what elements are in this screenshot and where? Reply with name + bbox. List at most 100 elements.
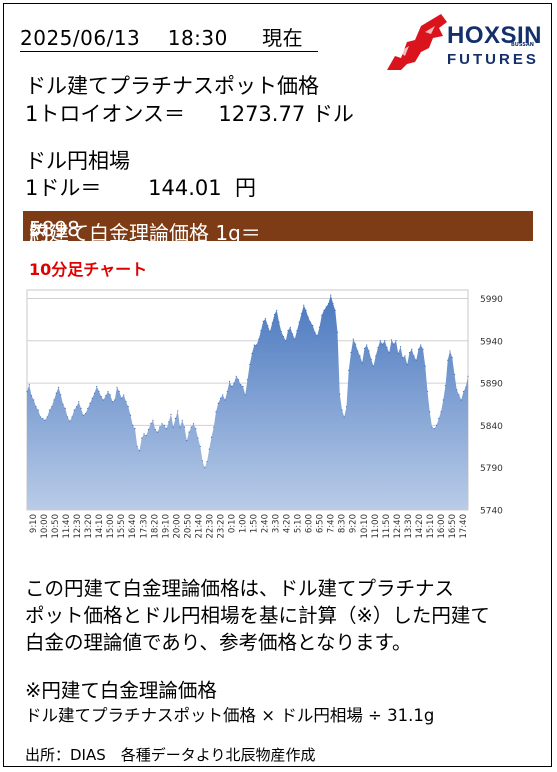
- y-tick-label: 5790: [480, 464, 503, 474]
- data-point: [129, 414, 132, 416]
- data-point: [69, 420, 71, 422]
- x-tick-label: 17:30: [139, 514, 149, 539]
- data-point: [73, 409, 75, 411]
- data-point: [348, 369, 350, 371]
- data-point: [62, 403, 64, 405]
- data-point: [44, 419, 46, 421]
- x-tick-label: 15:10: [426, 514, 436, 539]
- x-tick-label: 8:30: [338, 514, 348, 533]
- x-tick-label: 10:10: [360, 514, 370, 539]
- data-point: [199, 445, 201, 448]
- data-point: [145, 434, 147, 437]
- data-point: [35, 406, 37, 408]
- data-point: [361, 362, 363, 364]
- data-point: [366, 344, 368, 346]
- chart-title: 10分足チャート: [29, 260, 148, 279]
- data-point: [332, 302, 334, 305]
- data-point: [84, 412, 87, 415]
- date-text: 2025/06/13: [20, 26, 141, 50]
- data-point: [78, 401, 80, 403]
- data-point: [370, 358, 372, 360]
- data-point: [132, 424, 134, 426]
- theoretical-value: 5898: [29, 217, 80, 241]
- data-point: [467, 375, 469, 377]
- data-point: [354, 343, 357, 345]
- x-tick-label: 19:10: [161, 514, 171, 539]
- data-point: [267, 324, 269, 327]
- data-point: [276, 309, 278, 311]
- data-point: [80, 407, 82, 410]
- x-tick-label: 11:50: [382, 514, 392, 539]
- y-tick-label: 5990: [480, 295, 503, 305]
- data-point: [399, 346, 402, 348]
- data-point: [233, 382, 235, 384]
- data-point: [28, 384, 30, 386]
- theoretical-unit: 円: [29, 221, 49, 245]
- data-point: [321, 314, 323, 316]
- data-point: [111, 401, 114, 403]
- data-point: [435, 424, 438, 426]
- data-point: [154, 429, 156, 431]
- data-point: [379, 340, 381, 342]
- data-point: [195, 428, 197, 430]
- data-point: [217, 402, 219, 404]
- data-point: [105, 395, 107, 397]
- data-point: [352, 338, 354, 340]
- x-tick-label: 20:50: [183, 514, 193, 539]
- x-tick-label: 5:10: [294, 514, 304, 533]
- data-point: [368, 350, 370, 352]
- data-point: [447, 359, 449, 361]
- data-point: [424, 365, 426, 367]
- data-point: [215, 411, 217, 413]
- data-point: [278, 321, 280, 323]
- data-point: [280, 330, 282, 333]
- data-point: [244, 394, 246, 396]
- fx-unit-label: 1ドル＝: [25, 176, 102, 200]
- data-point: [159, 426, 161, 428]
- data-point: [341, 409, 343, 411]
- data-point: [66, 416, 69, 418]
- x-tick-label: 21:40: [194, 514, 204, 539]
- data-point: [271, 322, 273, 324]
- y-tick-label: 5940: [480, 337, 503, 347]
- data-point: [224, 399, 226, 401]
- data-point: [438, 418, 440, 420]
- data-point: [388, 352, 390, 354]
- data-point: [177, 410, 179, 412]
- data-point: [71, 416, 73, 418]
- source-note: 出所：DIAS 各種データより北辰物産作成: [25, 746, 316, 764]
- data-point: [183, 426, 186, 428]
- theoretical-approx: 約: [29, 221, 49, 245]
- data-point: [30, 395, 33, 397]
- data-point: [237, 379, 240, 381]
- logo-wordmark: HOXSIN: [447, 22, 543, 49]
- data-point: [96, 385, 98, 388]
- data-point: [125, 401, 127, 403]
- data-point: [51, 406, 53, 408]
- logo-sub: FUTURES: [447, 51, 539, 68]
- data-point: [413, 355, 415, 357]
- data-point: [312, 324, 314, 327]
- data-point: [451, 357, 453, 359]
- data-point: [57, 386, 60, 388]
- data-point: [114, 399, 116, 401]
- data-point: [323, 309, 325, 311]
- data-point: [377, 346, 379, 349]
- data-point: [208, 448, 210, 450]
- spot-unit: ドル: [311, 102, 354, 126]
- data-point: [89, 402, 91, 404]
- data-point: [168, 421, 170, 423]
- x-tick-label: 13:30: [404, 514, 414, 539]
- data-point: [433, 428, 435, 430]
- data-point: [395, 340, 397, 342]
- timestamp: 2025/06/13 18:30 現在: [20, 22, 303, 51]
- data-point: [93, 392, 96, 394]
- data-point: [350, 352, 352, 354]
- data-point: [39, 416, 42, 418]
- x-tick-label: 0:10: [227, 514, 237, 533]
- data-point: [179, 426, 181, 428]
- x-tick-label: 4:20: [283, 514, 293, 533]
- data-point: [300, 313, 303, 315]
- data-point: [136, 445, 138, 448]
